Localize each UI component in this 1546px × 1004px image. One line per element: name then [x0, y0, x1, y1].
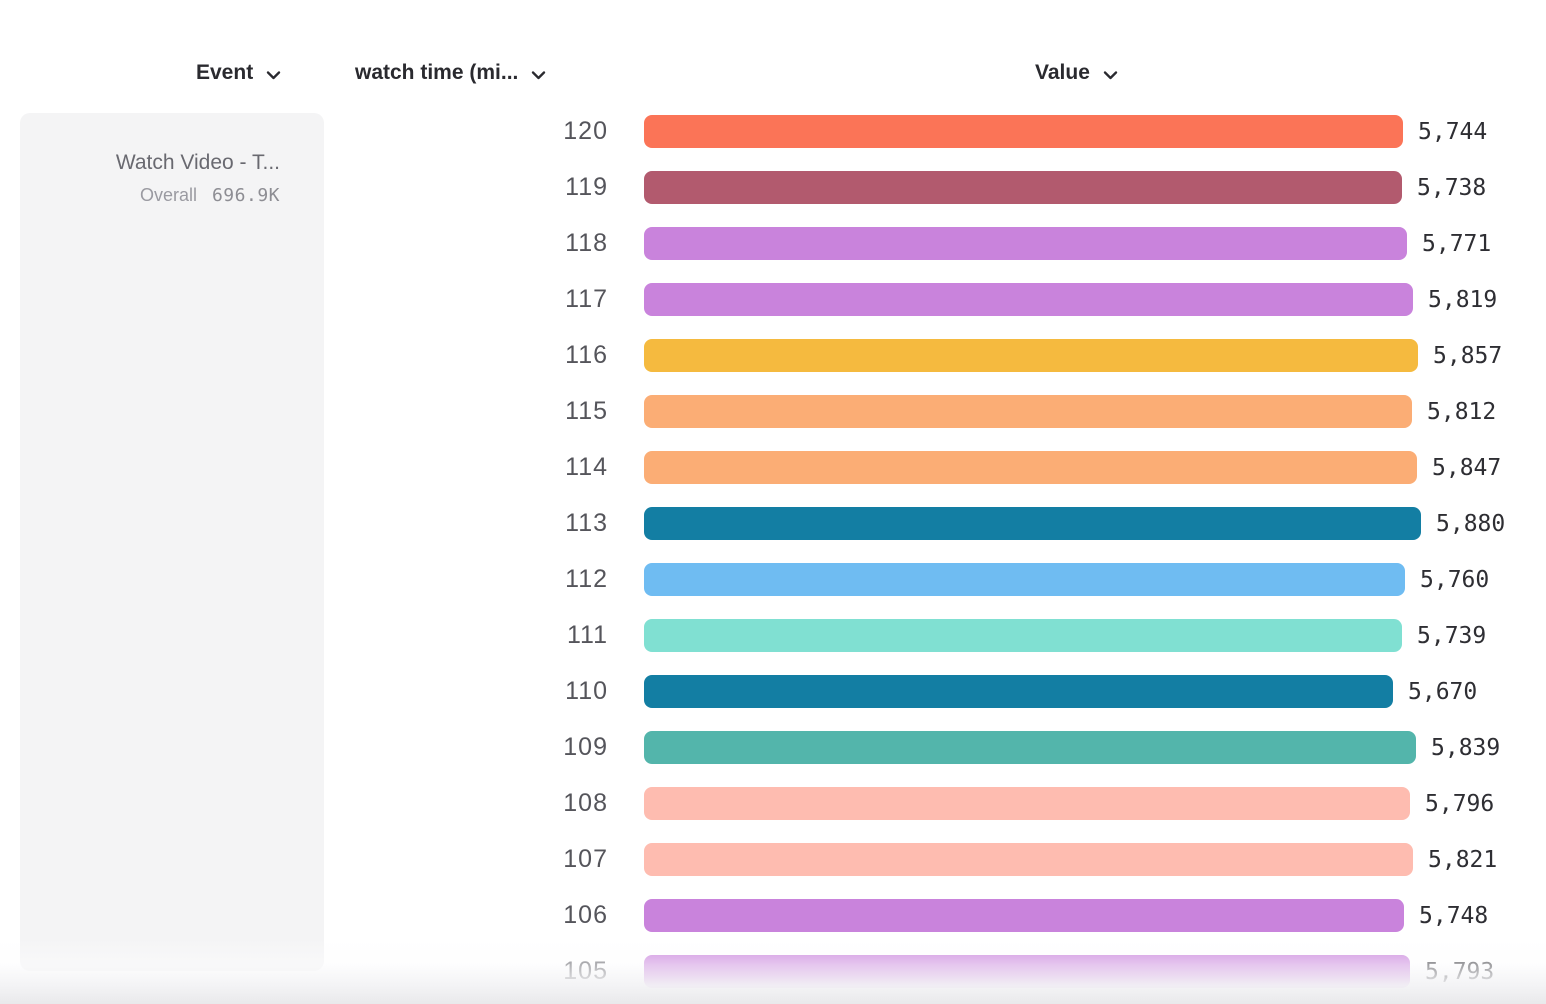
- bar-category-label: 105: [563, 957, 608, 985]
- bar-value-label: 5,739: [1417, 623, 1487, 649]
- overall-value: 696.9K: [211, 185, 280, 206]
- overall-label: Overall: [139, 185, 197, 205]
- bar-row: 108 5,796: [0, 787, 1546, 820]
- bar-category-label: 109: [563, 733, 608, 761]
- bar-value-label: 5,839: [1431, 735, 1501, 761]
- value-bar[interactable]: [644, 787, 1410, 820]
- bar-category-label: 115: [565, 397, 608, 425]
- bar-category-label: 116: [565, 341, 608, 369]
- bar-row: 117 5,819: [0, 283, 1546, 316]
- value-bar[interactable]: [644, 563, 1405, 596]
- value-bar[interactable]: [644, 731, 1416, 764]
- chevron-down-icon: [1103, 70, 1118, 79]
- bar-row: 115 5,812: [0, 395, 1546, 428]
- bar-category-label: 117: [565, 285, 608, 313]
- bar-category-label: 120: [563, 117, 608, 145]
- bar-value-label: 5,793: [1425, 959, 1495, 985]
- column-header-event-label: Event: [196, 61, 254, 84]
- bar-row: 113 5,880: [0, 507, 1546, 540]
- bar-value-label: 5,812: [1427, 399, 1497, 425]
- bar-row: 114 5,847: [0, 451, 1546, 484]
- bar-row: 112 5,760: [0, 563, 1546, 596]
- value-bar[interactable]: [644, 283, 1413, 316]
- event-legend-card[interactable]: Watch Video - T... Overall 696.9K: [20, 113, 324, 971]
- bar-row: 105 5,793: [0, 955, 1546, 988]
- bar-category-label: 119: [565, 173, 608, 201]
- value-bar[interactable]: [644, 675, 1393, 708]
- value-bar[interactable]: [644, 227, 1407, 260]
- bar-row: 118 5,771: [0, 227, 1546, 260]
- value-bar[interactable]: [644, 171, 1402, 204]
- bar-value-label: 5,847: [1432, 455, 1502, 481]
- value-bar[interactable]: [644, 843, 1413, 876]
- bar-value-label: 5,748: [1419, 903, 1489, 929]
- bar-value-label: 5,821: [1428, 847, 1498, 873]
- bar-value-label: 5,760: [1420, 567, 1490, 593]
- bar-category-label: 108: [563, 789, 608, 817]
- event-overall: Overall 696.9K: [20, 185, 324, 206]
- value-bar[interactable]: [644, 339, 1418, 372]
- value-bar[interactable]: [644, 619, 1402, 652]
- column-header-watch-time[interactable]: watch time (mi...: [355, 61, 546, 85]
- bar-value-label: 5,738: [1417, 175, 1487, 201]
- bar-row: 111 5,739: [0, 619, 1546, 652]
- chevron-down-icon: [267, 70, 281, 79]
- column-header-value-label: Value: [1035, 61, 1090, 84]
- bar-row: 116 5,857: [0, 339, 1546, 372]
- bar-category-label: 113: [565, 509, 608, 537]
- bar-category-label: 106: [563, 901, 608, 929]
- bar-value-label: 5,670: [1408, 679, 1478, 705]
- column-header-value[interactable]: Value: [1035, 61, 1118, 85]
- bar-row: 120 5,744: [0, 115, 1546, 148]
- bar-value-label: 5,796: [1425, 791, 1495, 817]
- value-bar[interactable]: [644, 899, 1404, 932]
- bar-row: 109 5,839: [0, 731, 1546, 764]
- bar-value-label: 5,771: [1422, 231, 1492, 257]
- bar-row: 110 5,670: [0, 675, 1546, 708]
- bar-value-label: 5,744: [1418, 119, 1488, 145]
- bar-category-label: 111: [566, 621, 608, 649]
- bar-row: 107 5,821: [0, 843, 1546, 876]
- column-header-watch-time-label: watch time (mi...: [355, 61, 519, 84]
- bar-row: 106 5,748: [0, 899, 1546, 932]
- event-title: Watch Video - T...: [115, 151, 280, 174]
- bar-category-label: 110: [565, 677, 608, 705]
- bar-row: 119 5,738: [0, 171, 1546, 204]
- value-bar[interactable]: [644, 451, 1417, 484]
- bar-category-label: 118: [565, 229, 608, 257]
- chevron-down-icon: [532, 70, 546, 79]
- bar-value-label: 5,880: [1436, 511, 1506, 537]
- value-bar[interactable]: [644, 115, 1403, 148]
- bar-category-label: 114: [565, 453, 608, 481]
- bar-category-label: 107: [563, 845, 608, 873]
- bar-value-label: 5,857: [1433, 343, 1503, 369]
- value-bar[interactable]: [644, 507, 1421, 540]
- bar-value-label: 5,819: [1428, 287, 1498, 313]
- bar-category-label: 112: [565, 565, 608, 593]
- value-bar[interactable]: [644, 955, 1410, 988]
- column-header-event[interactable]: Event: [196, 61, 281, 85]
- value-bar[interactable]: [644, 395, 1412, 428]
